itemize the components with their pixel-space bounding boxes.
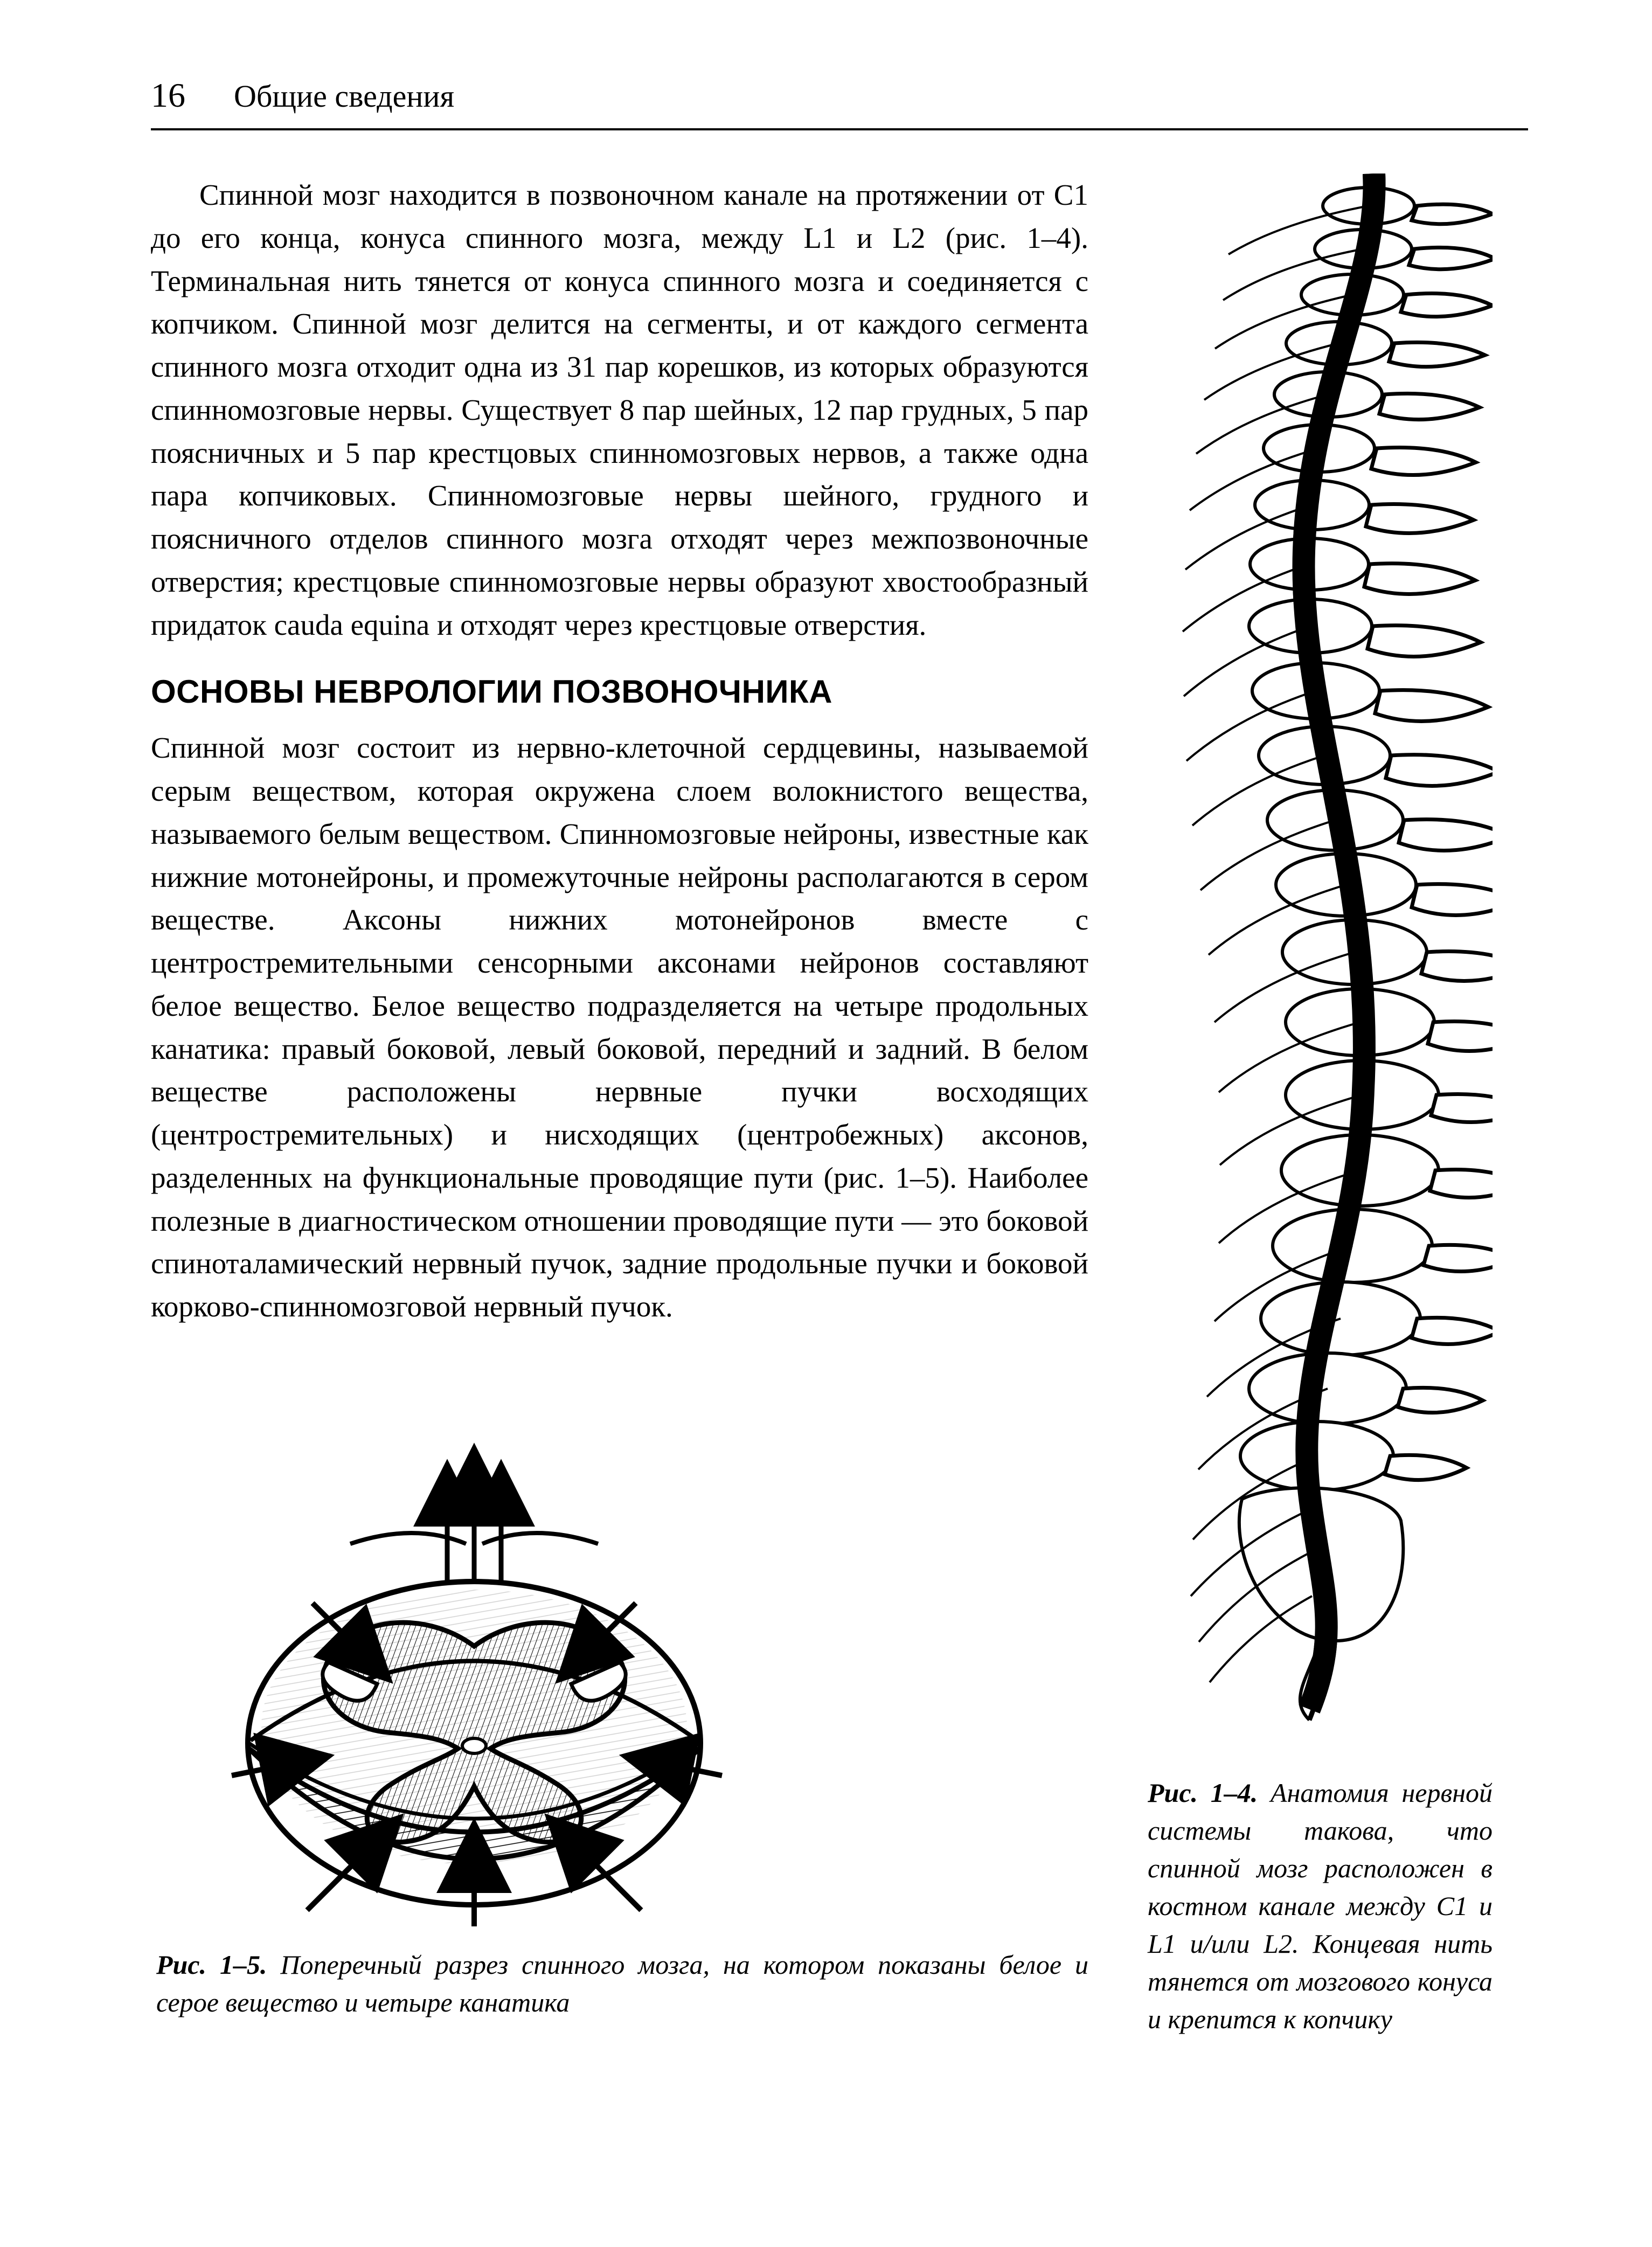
spinal-cord-cross-section-icon: [156, 1393, 792, 1932]
paragraph-1: Спинной мозг находится в позвоночном кан…: [151, 174, 1088, 646]
figure-1-5-caption-text: Поперечный разрез спинного мозга, на кот…: [156, 1950, 1088, 2017]
running-head: Общие сведения: [234, 78, 454, 114]
spinal-column-icon: [1148, 174, 1493, 1736]
right-column: Рис. 1–4. Анатомия нервной системы таков…: [1148, 174, 1493, 2043]
content-row: Спинной мозг находится в позвоночном кан…: [151, 174, 1528, 2043]
figure-1-4-label: Рис. 1–4.: [1148, 1778, 1258, 1808]
book-page: 16 Общие сведения Спинной мозг находится…: [0, 0, 1652, 2247]
page-number: 16: [151, 75, 185, 115]
section-heading: ОСНОВЫ НЕВРОЛОГИИ ПОЗВОНОЧНИКА: [151, 673, 1088, 710]
figure-1-5-label: Рис. 1–5.: [156, 1950, 267, 1980]
figure-1-5-caption: Рис. 1–5. Поперечный разрез спинного моз…: [156, 1946, 1088, 2021]
figure-1-4-caption-text: Анатомия нервной системы такова, что спи…: [1148, 1778, 1493, 2034]
left-column: Спинной мозг находится в позвоночном кан…: [151, 174, 1088, 2043]
page-header: 16 Общие сведения: [151, 75, 1528, 115]
figure-1-4-caption: Рис. 1–4. Анатомия нервной системы таков…: [1148, 1774, 1493, 2038]
figure-1-4: [1148, 174, 1493, 1736]
figure-1-5: Рис. 1–5. Поперечный разрез спинного моз…: [156, 1393, 1088, 2021]
header-rule: [151, 128, 1528, 130]
paragraph-2: Спинной мозг состоит из нервно-клеточной…: [151, 726, 1088, 1328]
